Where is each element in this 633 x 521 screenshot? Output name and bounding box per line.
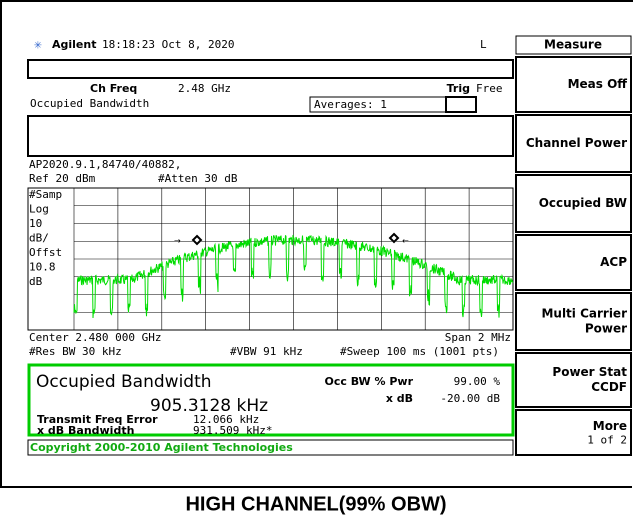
scale-label: #Samp [29,188,62,201]
menu: Meas Off Channel Power Occupied BW ACP Multi… [515,56,632,456]
msg-box [27,59,514,79]
softkey-label: Power Stat CCDF [552,365,627,394]
softkey-label: Channel Power [526,136,627,150]
averages: Averages: 1 [314,98,387,111]
softkey-label: Multi Carrier Power [541,306,627,335]
softkey-sub: 1 of 2 [587,434,627,447]
menu-title-box [515,35,632,55]
results-box [27,363,515,437]
tfe: 12.066 kHz [193,413,259,426]
softkey [515,352,632,408]
brand: Agilent [52,38,96,51]
ref: Ref 20 dBm [29,172,96,185]
atten: #Atten 30 dB [158,172,238,185]
scale-label: dB [29,275,43,288]
softkey-label: Occupied BW [539,196,627,210]
trig-label: Trig [447,82,470,95]
mode: L [480,38,487,51]
softkey [515,114,632,173]
softkey [515,292,632,351]
marker [388,232,400,244]
scale-label: dB/ [29,232,49,245]
marker-arrow: ← [402,234,409,247]
info-box [27,115,514,157]
softkey [515,234,632,291]
softkey-label: ACP [600,255,627,269]
scale-label: Offst [29,246,62,259]
pwr: 99.00 % [454,375,501,388]
scale-label: 10 [29,217,42,230]
time: 18:18:23 Oct 8, 2020 [102,38,234,51]
center: Center 2.480 000 GHz [29,331,161,344]
res-bw: #Res BW 30 kHz [29,345,122,358]
trig: Free [476,82,503,95]
ch-freq-label: Ch Freq [90,82,137,95]
ch-freq: 2.48 GHz [178,82,231,95]
xbw: 931.509 kHz* [193,424,272,437]
sweep: #Sweep 100 ms (1001 pts) [340,345,499,358]
logo-star: ✳ [34,38,42,53]
obw: 905.3128 kHz [150,396,268,416]
grid [73,188,513,330]
trace [73,234,514,319]
copyright: Copyright 2000-2010 Agilent Technologies [30,441,293,454]
xbw-label: x dB Bandwidth [37,424,134,437]
softkey [515,174,632,233]
softkey-label: Meas Off [568,77,628,91]
marker [191,234,203,246]
frame [0,0,632,488]
span: Span 2 MHz [445,331,511,344]
tfe-label: Transmit Freq Error [37,413,158,426]
averages-box [445,96,477,113]
measurement: Occupied Bandwidth [30,97,149,110]
file: AP2020.9.1,84740/40882, [29,158,181,171]
caption: HIGH CHANNEL(99% OBW) [185,493,446,515]
softkey [515,409,632,456]
menu-title: Measure [544,38,602,52]
softkey-label: More [593,419,627,433]
marker-arrow: → [174,234,181,247]
xdb: -20.00 dB [440,392,500,405]
copyright-bar [27,439,514,456]
xdb-label: x dB [386,392,413,405]
scale-label: Log [29,203,49,216]
pwr-label: Occ BW % Pwr [325,375,414,388]
scale-label: 10.8 [29,261,56,274]
vbw: #VBW 91 kHz [230,345,303,358]
results-title: Occupied Bandwidth [36,372,212,392]
softkey [515,56,632,113]
